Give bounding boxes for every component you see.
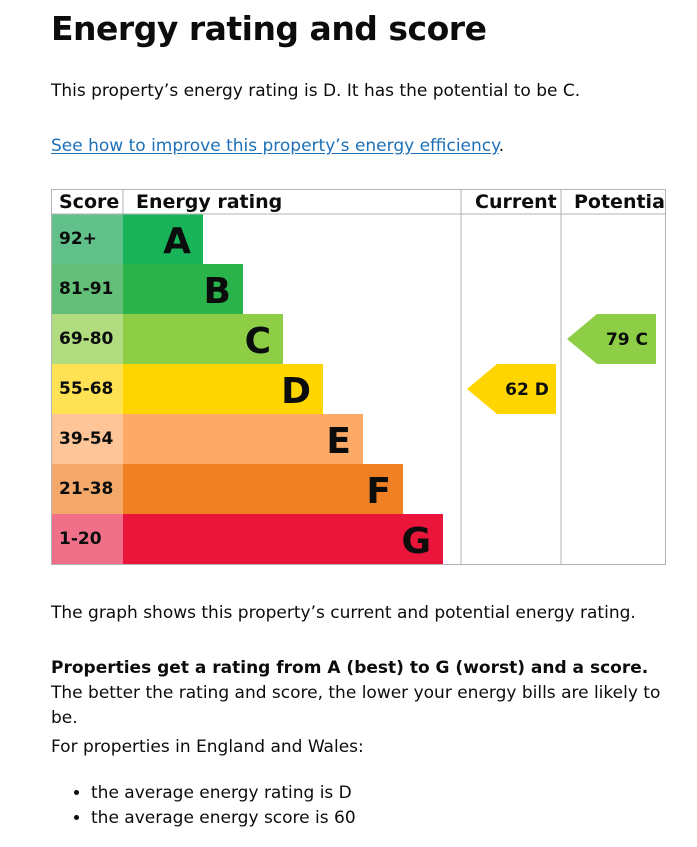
rating-explanation-rest: The better the rating and score, the low… — [51, 683, 661, 728]
energy-rating-chart: Score Energy rating Current Potential 92+ A 81… — [51, 189, 671, 569]
rating-letter-d: D — [281, 371, 311, 412]
potential-rating-label: 79 C — [606, 330, 648, 350]
rating-explanation-bold: Properties get a rating from A (best) to… — [51, 658, 649, 678]
score-cell-b — [51, 264, 123, 314]
page-title: Energy rating and score — [51, 9, 487, 48]
score-range-label: 21-38 — [59, 479, 113, 499]
rating-letter-c: C — [245, 321, 271, 362]
current-rating-label: 62 D — [505, 380, 549, 400]
chart-border — [51, 189, 666, 565]
list-item: the average energy rating is D — [91, 781, 356, 806]
score-cell-c — [51, 314, 123, 364]
rating-bar-f — [123, 464, 403, 514]
graph-caption: The graph shows this property’s current … — [51, 603, 636, 623]
energy-rating-graph: Score Energy rating Current Potential 92+ A 81… — [51, 189, 671, 565]
rating-letter-e: E — [326, 421, 351, 462]
rating-bar-g — [123, 514, 443, 564]
rating-bar-d — [123, 364, 323, 414]
improve-efficiency-link[interactable]: See how to improve this property’s energ… — [51, 136, 499, 156]
rating-bar-c — [123, 314, 283, 364]
score-cell-a — [51, 214, 123, 264]
score-column-header: Score — [59, 191, 119, 213]
link-suffix: . — [498, 136, 505, 156]
potential-arrow — [567, 314, 656, 364]
rating-letter-g: G — [401, 521, 431, 562]
score-range-label: 69-80 — [59, 329, 114, 349]
score-cell-g — [51, 514, 123, 564]
improve-link-line: See how to improve this property’s energ… — [51, 134, 504, 159]
rating-letter-a: A — [163, 221, 191, 262]
score-cell-f — [51, 464, 123, 514]
rating-letter-f: F — [366, 471, 391, 512]
score-range-label: 92+ — [59, 229, 97, 249]
rating-letter-b: B — [204, 271, 231, 312]
rating-bar-a — [123, 214, 203, 264]
potential-column-header: Potential — [574, 191, 666, 213]
averages-intro: For properties in England and Wales: — [51, 737, 364, 757]
current-arrow — [467, 364, 556, 414]
score-range-label: 1-20 — [59, 529, 102, 549]
score-range-label: 55-68 — [59, 379, 113, 399]
rating-explanation: Properties get a rating from A (best) to… — [51, 656, 676, 731]
current-column-header: Current — [475, 191, 557, 213]
score-cell-e — [51, 414, 123, 464]
energy-rating-column-header: Energy rating — [136, 191, 282, 213]
score-range-label: 81-91 — [59, 279, 113, 299]
rating-bar-e — [123, 414, 363, 464]
list-item: the average energy score is 60 — [91, 806, 356, 831]
rating-bar-b — [123, 264, 243, 314]
rating-summary: This property’s energy rating is D. It h… — [51, 81, 581, 101]
averages-list: the average energy rating is D the avera… — [51, 781, 356, 831]
score-range-label: 39-54 — [59, 429, 114, 449]
score-cell-d — [51, 364, 123, 414]
